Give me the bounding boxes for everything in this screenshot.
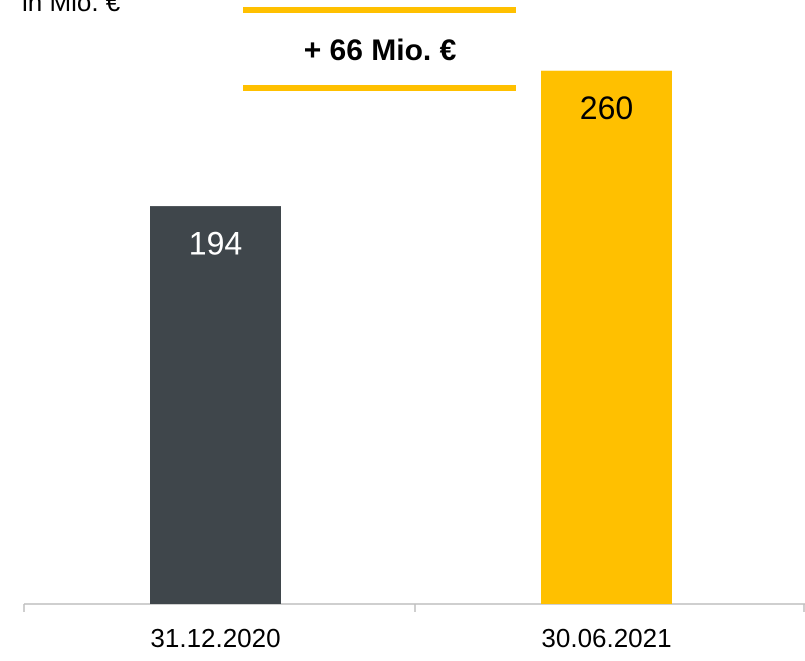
annotation: + 66 Mio. € <box>304 34 457 67</box>
bar <box>150 206 281 604</box>
value-label: 260 <box>580 90 633 126</box>
x-tick-label: 31.12.2020 <box>150 623 280 653</box>
value-label: 194 <box>189 226 242 262</box>
x-tick-label: 30.06.2021 <box>541 623 671 653</box>
bar <box>541 70 672 605</box>
unit-label: in Mio. € <box>22 0 121 17</box>
